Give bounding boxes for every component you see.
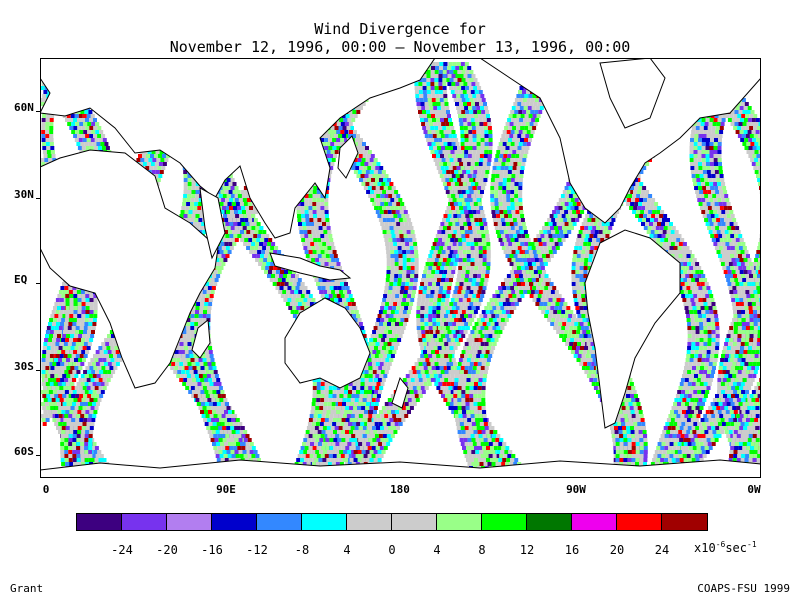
- units-prefix: x10: [694, 541, 716, 555]
- lon-label-0: 0: [42, 483, 50, 496]
- units-label: x10-6sec-1: [694, 540, 757, 555]
- color-scale-cell: [302, 514, 347, 530]
- color-scale-cell: [257, 514, 302, 530]
- color-scale-cell: [77, 514, 122, 530]
- color-scale-tick-label: 24: [654, 543, 670, 557]
- lat-tick: [36, 198, 40, 199]
- source-credit: COAPS-FSU 1999: [697, 582, 790, 595]
- map-frame: [40, 58, 761, 478]
- lon-label-90w: 90W: [566, 483, 586, 496]
- madagascar: [191, 319, 211, 359]
- color-scale-cell: [212, 514, 257, 530]
- color-scale-cell: [617, 514, 662, 530]
- color-scale-tick-label: -20: [156, 543, 178, 557]
- units-seconds-exponent: -1: [747, 540, 757, 549]
- units-exponent: -6: [715, 540, 726, 549]
- continents: [40, 58, 761, 478]
- lat-tick: [36, 455, 40, 456]
- units-seconds: sec: [725, 541, 748, 555]
- world-divergence-map: [40, 58, 761, 478]
- color-scale-cell: [482, 514, 527, 530]
- author-credit: Grant: [10, 582, 44, 595]
- new-zealand: [391, 376, 409, 409]
- color-scale-tick-label: 4: [433, 543, 441, 557]
- color-scale-tick-label: 0: [388, 543, 396, 557]
- chart-subtitle: November 12, 1996, 00:00 – November 13, …: [169, 38, 631, 56]
- color-scale-cell: [392, 514, 437, 530]
- color-scale-cell: [662, 514, 707, 530]
- greenland: [599, 58, 666, 129]
- lat-label-60n: 60N: [14, 101, 34, 114]
- lon-label-180: 180: [390, 483, 410, 496]
- color-scale-cell: [347, 514, 392, 530]
- japan: [337, 135, 359, 179]
- australia: [284, 297, 371, 389]
- lat-label-eq: EQ: [14, 273, 28, 286]
- color-scale-tick-label: 4: [343, 543, 351, 557]
- indonesia: [269, 252, 352, 281]
- color-scale-tick-label: 16: [564, 543, 580, 557]
- color-scale-tick-label: -8: [294, 543, 310, 557]
- color-scale-cell: [527, 514, 572, 530]
- lat-tick: [36, 370, 40, 371]
- color-scale-tick-label: 20: [609, 543, 625, 557]
- color-scale-tick-label: 12: [519, 543, 535, 557]
- africa-landmass: [40, 149, 219, 389]
- india: [199, 187, 226, 260]
- color-scale-cell: [167, 514, 212, 530]
- lat-tick: [36, 283, 40, 284]
- color-scale-tick-label: -16: [201, 543, 223, 557]
- lat-label-30s: 30S: [14, 360, 34, 373]
- color-scale-tick-label: 8: [478, 543, 486, 557]
- chart-title: Wind Divergence for: [314, 20, 486, 38]
- lon-label-90e: 90E: [216, 483, 236, 496]
- color-scale-tick-label: -24: [111, 543, 133, 557]
- north-america: [479, 58, 761, 224]
- lon-label-0w: 0W: [747, 483, 761, 496]
- antarctica: [40, 459, 761, 478]
- color-scale-cell: [572, 514, 617, 530]
- lat-label-60s: 60S: [14, 445, 34, 458]
- lat-tick: [36, 111, 40, 112]
- south-america: [584, 229, 681, 429]
- color-scale-tick-label: -12: [246, 543, 268, 557]
- color-scale-bar: [76, 513, 708, 531]
- lat-label-30n: 30N: [14, 188, 34, 201]
- color-scale-cell: [122, 514, 167, 530]
- color-scale-cell: [437, 514, 482, 530]
- eurasia-landmass: [40, 58, 436, 239]
